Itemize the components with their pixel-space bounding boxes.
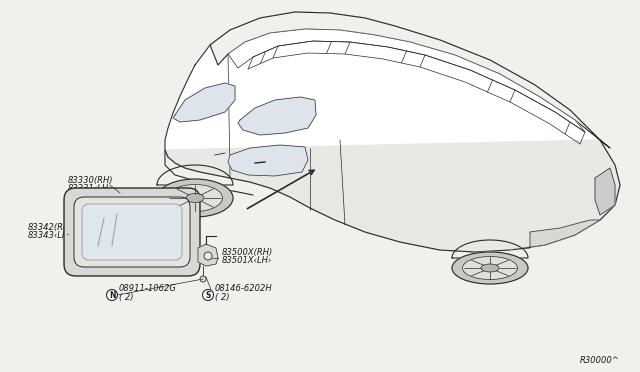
Ellipse shape (186, 193, 204, 202)
Polygon shape (510, 220, 600, 250)
Polygon shape (165, 140, 620, 252)
Text: 83343‹LH›: 83343‹LH› (28, 231, 72, 240)
Text: 83342(RH): 83342(RH) (28, 223, 74, 232)
Circle shape (106, 289, 118, 301)
Polygon shape (228, 29, 585, 132)
Polygon shape (198, 244, 218, 266)
Circle shape (204, 252, 212, 260)
Circle shape (200, 276, 206, 282)
FancyBboxPatch shape (74, 197, 190, 267)
Text: 83331‹LH›: 83331‹LH› (68, 184, 113, 193)
Ellipse shape (168, 185, 223, 212)
Polygon shape (238, 97, 316, 135)
Polygon shape (173, 83, 235, 122)
Ellipse shape (463, 257, 518, 279)
FancyBboxPatch shape (82, 204, 182, 260)
Text: ( 2): ( 2) (119, 293, 134, 302)
Text: 08911-1062G: 08911-1062G (119, 284, 177, 293)
Text: 83330(RH): 83330(RH) (68, 176, 113, 185)
Text: N: N (109, 291, 115, 299)
Text: 83500X(RH): 83500X(RH) (222, 248, 273, 257)
Polygon shape (210, 12, 610, 148)
Text: ( 2): ( 2) (215, 293, 230, 302)
Ellipse shape (481, 264, 499, 272)
Ellipse shape (157, 179, 233, 217)
FancyBboxPatch shape (64, 188, 200, 276)
Text: R30000^: R30000^ (580, 356, 620, 365)
Ellipse shape (452, 252, 528, 284)
Text: S: S (205, 291, 211, 299)
Polygon shape (165, 12, 620, 252)
Text: 83501X‹LH›: 83501X‹LH› (222, 256, 272, 265)
Circle shape (202, 289, 214, 301)
Polygon shape (228, 145, 308, 176)
Polygon shape (595, 168, 615, 215)
Text: 08146-6202H: 08146-6202H (215, 284, 273, 293)
